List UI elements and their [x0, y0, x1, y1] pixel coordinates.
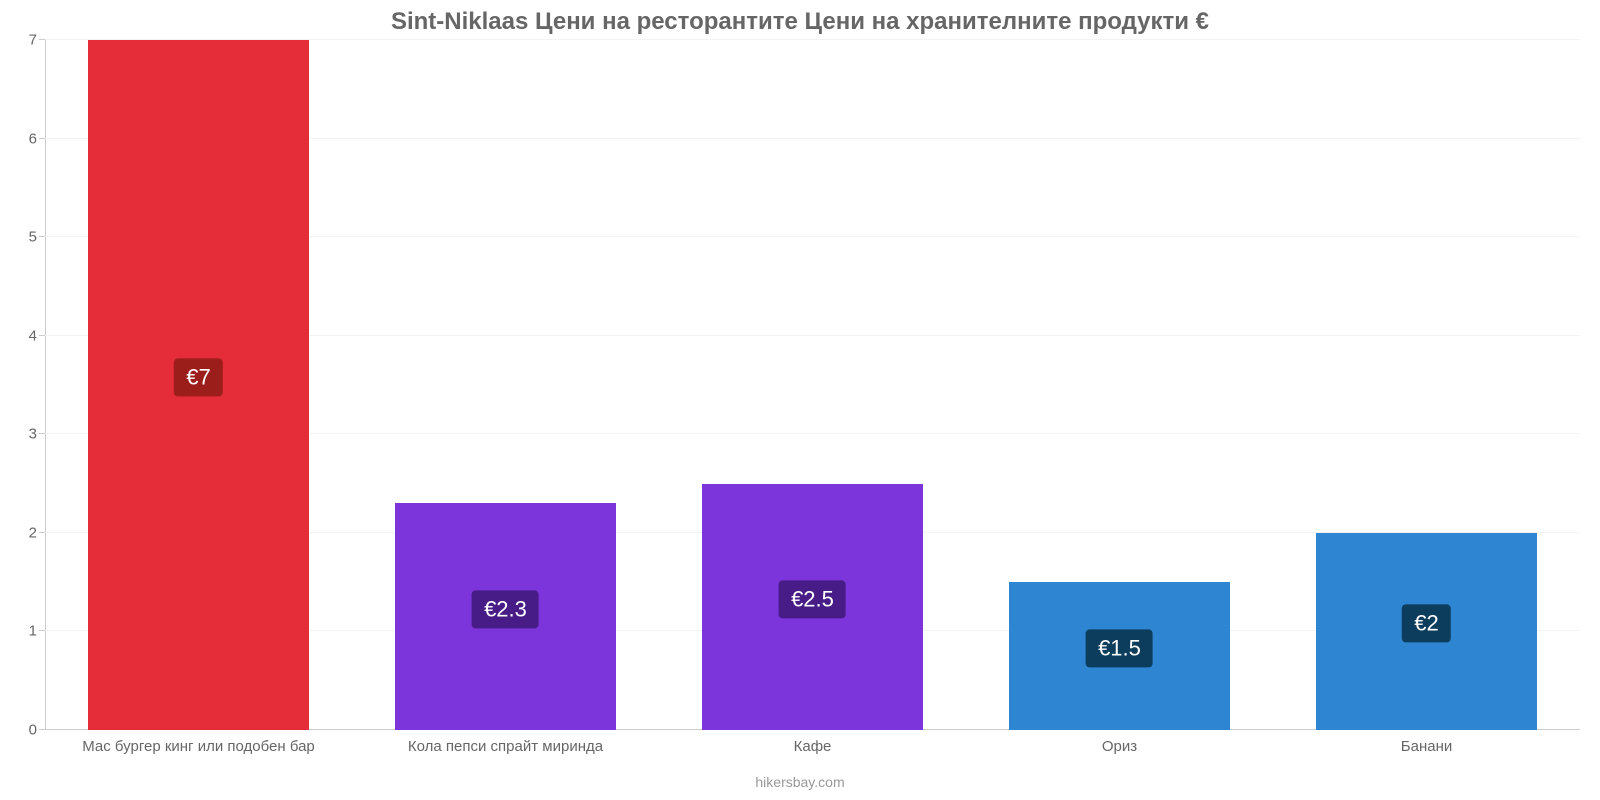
bar: €2.5 [702, 484, 923, 730]
bar: €2 [1316, 533, 1537, 730]
x-axis-label: Мас бургер кинг или подобен бар [82, 730, 315, 755]
x-axis-label: Кола пепси спрайт миринда [408, 730, 603, 755]
footer-credit: hikersbay.com [0, 774, 1600, 790]
x-axis-label: Банани [1401, 730, 1452, 755]
y-tick-label: 0 [29, 722, 45, 739]
y-tick-label: 4 [29, 327, 45, 344]
x-axis-label: Ориз [1102, 730, 1137, 755]
bar-value-badge: €2.5 [779, 580, 846, 618]
y-tick-label: 3 [29, 426, 45, 443]
y-tick-label: 6 [29, 130, 45, 147]
bar: €2.3 [395, 503, 616, 730]
bar-value-badge: €7 [174, 358, 222, 396]
x-axis-label: Кафе [794, 730, 832, 755]
y-tick-label: 5 [29, 229, 45, 246]
bar: €7 [88, 40, 309, 730]
bar: €1.5 [1009, 582, 1230, 730]
bar-value-badge: €2 [1402, 605, 1450, 643]
chart-title: Sint-Niklaas Цени на ресторантите Цени н… [0, 0, 1600, 36]
plot-area: 01234567€7Мас бургер кинг или подобен ба… [45, 40, 1580, 730]
y-tick-label: 1 [29, 623, 45, 640]
y-axis [45, 40, 46, 730]
y-tick-label: 7 [29, 32, 45, 49]
y-tick-label: 2 [29, 524, 45, 541]
bar-value-badge: €1.5 [1086, 629, 1153, 667]
bar-value-badge: €2.3 [472, 590, 539, 628]
